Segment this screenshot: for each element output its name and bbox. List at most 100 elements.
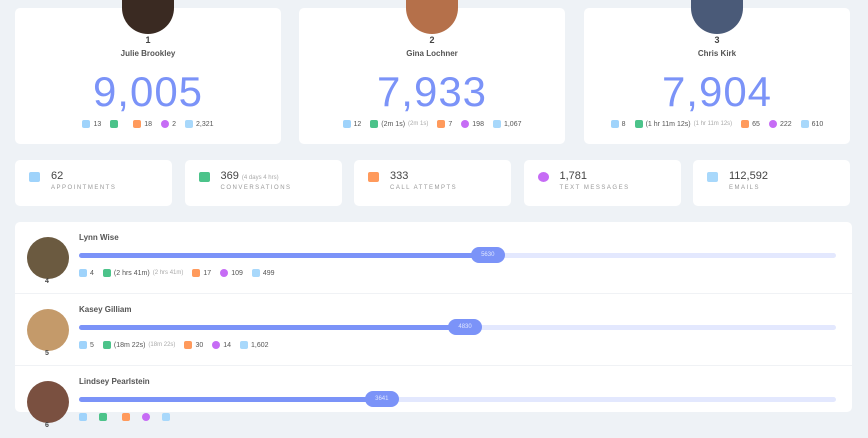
stat-phone-outgoing <box>122 413 133 421</box>
stat-calendar: 8 <box>610 120 626 128</box>
stat-email: 610 <box>800 120 823 128</box>
score-progress-bar: 4830 <box>79 319 836 335</box>
stats-row: 13 18 2 2,321 <box>15 120 281 128</box>
score: 7,933 <box>376 68 488 115</box>
avatar <box>27 381 69 423</box>
score: 9,005 <box>92 68 204 115</box>
stat-phone-outgoing: 65 <box>741 120 760 128</box>
summary-label: APPOINTMENTS <box>51 185 117 191</box>
stat-phone: (2 hrs 41m) (2 hrs 41m) <box>102 269 183 277</box>
stat-phone-outgoing: 30 <box>184 341 203 349</box>
summary-value: 333 <box>390 170 409 182</box>
stat-phone <box>99 413 113 421</box>
list-item[interactable]: 6 Lindsey Pearlstein 3641 <box>15 366 852 438</box>
email-icon <box>184 120 193 128</box>
agent-name: Lynn Wise <box>79 233 119 242</box>
stat-chat: 14 <box>212 341 231 349</box>
calendar-icon <box>342 120 351 128</box>
phone-outgoing-icon <box>184 341 193 349</box>
summary-label: CONVERSATIONS <box>220 185 292 191</box>
chat-icon <box>212 341 221 349</box>
phone-outgoing-icon <box>368 172 379 182</box>
podium-card[interactable]: 1 Julie Brookley 9,005 13 18 2 2,321 <box>15 0 281 144</box>
stat-email: 499 <box>251 269 275 277</box>
score-pill: 5630 <box>470 247 505 263</box>
phone-outgoing-icon <box>437 120 446 128</box>
email-icon <box>251 269 260 277</box>
chat-icon <box>461 120 470 128</box>
stat-phone-outgoing: 18 <box>133 120 152 128</box>
stat-phone: (1 hr 11m 12s) (1 hr 11m 12s) <box>634 120 732 128</box>
summary-value: 369 <box>220 170 239 182</box>
avatar <box>406 0 458 34</box>
stat-phone-outgoing: 7 <box>437 120 452 128</box>
stat-phone-outgoing: 17 <box>192 269 211 277</box>
phone-outgoing-icon <box>133 120 142 128</box>
phone-icon <box>102 269 111 277</box>
stat-chat <box>142 413 153 421</box>
chat-icon <box>142 413 150 421</box>
stat-chat: 222 <box>768 120 792 128</box>
phone-icon <box>102 341 111 349</box>
calendar-icon <box>79 341 87 349</box>
phone-icon <box>110 120 119 128</box>
stat-calendar: 4 <box>79 269 94 277</box>
phone-icon <box>370 120 379 128</box>
stat-chat: 109 <box>220 269 243 277</box>
rank: 4 <box>45 278 49 285</box>
stat-calendar <box>79 413 90 421</box>
email-icon <box>492 120 501 128</box>
agent-name: Chris Kirk <box>697 49 737 58</box>
list-item[interactable]: 4 Lynn Wise 5630 4 (2 hrs 41m) (2 hrs 41m)… <box>15 222 852 294</box>
summary-value: 112,592 <box>729 170 768 182</box>
calendar-icon <box>79 413 87 421</box>
rank: 5 <box>45 350 49 357</box>
chat-icon <box>768 120 777 128</box>
phone-outgoing-icon <box>192 269 201 277</box>
summary-card: 333 CALL ATTEMPTS <box>354 160 511 206</box>
rank: 1 <box>145 35 151 45</box>
phone-icon <box>198 172 210 182</box>
avatar <box>27 309 69 351</box>
stat-email: 1,602 <box>240 341 269 349</box>
summary-card: 1,781 TEXT MESSAGES <box>523 160 681 206</box>
stat-phone: (18m 22s) (18m 22s) <box>102 341 175 349</box>
stat-calendar: 12 <box>342 120 361 128</box>
email-icon <box>800 120 809 128</box>
email-icon <box>707 172 718 182</box>
chat-icon <box>161 120 170 128</box>
score-pill: 4830 <box>448 319 483 335</box>
podium-card[interactable]: 3 Chris Kirk 7,904 8 (1 hr 11m 12s) (1 hr … <box>584 0 850 144</box>
phone-icon <box>99 413 107 421</box>
chat-icon <box>220 269 229 277</box>
stat-calendar: 13 <box>82 120 101 128</box>
stats-row: 12 (2m 1s) (2m 1s) 7 198 1,067 <box>299 120 565 128</box>
stats-row: 5 (18m 22s) (18m 22s) 30 14 1,602 <box>79 341 269 349</box>
calendar-icon <box>29 172 40 182</box>
stat-chat: 2 <box>161 120 176 128</box>
list-item[interactable]: 5 Kasey Gilliam 4830 5 (18m 22s) (18m 22s)… <box>15 294 852 366</box>
summary-value: 62 <box>51 170 64 182</box>
calendar-icon <box>79 269 87 277</box>
phone-outgoing-icon <box>122 413 130 421</box>
score: 7,904 <box>661 68 773 115</box>
summary-label: CALL ATTEMPTS <box>390 185 458 191</box>
phone-outgoing-icon <box>741 120 750 128</box>
score-pill: 3641 <box>364 391 399 407</box>
agent-name: Gina Lochner <box>406 49 458 58</box>
stats-row: 4 (2 hrs 41m) (2 hrs 41m) 17 109 499 <box>79 269 275 277</box>
summary-card: 62 APPOINTMENTS <box>15 160 172 206</box>
rank: 3 <box>714 35 720 45</box>
calendar-icon <box>610 120 619 128</box>
chat-icon <box>537 172 549 182</box>
podium-card[interactable]: 2 Gina Lochner 7,933 12 (2m 1s) (2m 1s) 7 19… <box>299 0 565 144</box>
rank: 6 <box>45 422 49 429</box>
avatar <box>122 0 174 34</box>
summary-card: 112,592 EMAILS <box>693 160 850 206</box>
stats-row <box>79 413 173 421</box>
summary-card: 369 (4 days 4 hrs) CONVERSATIONS <box>184 160 342 206</box>
score-progress-bar: 5630 <box>79 247 836 263</box>
stat-phone: (2m 1s) (2m 1s) <box>370 120 428 128</box>
calendar-icon <box>82 120 91 128</box>
phone-icon <box>634 120 643 128</box>
